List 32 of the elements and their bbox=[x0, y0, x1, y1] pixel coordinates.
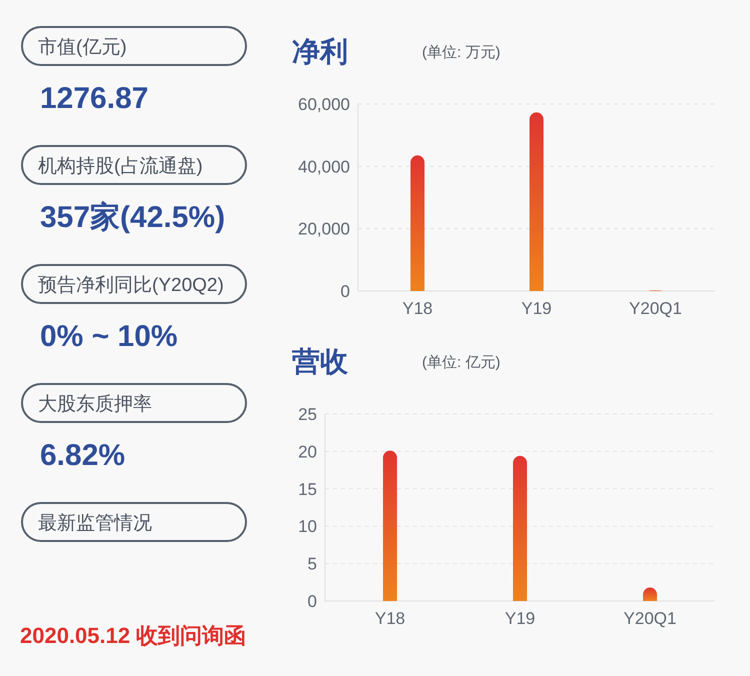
text: 0% ~ 10% bbox=[40, 320, 178, 353]
x-tick-label: Y19 bbox=[504, 609, 536, 628]
text: 1276.87 bbox=[40, 82, 148, 115]
text: 6.82% bbox=[40, 439, 126, 472]
y-tick-label: 60,000 bbox=[298, 95, 350, 114]
y-tick-label: 15 bbox=[298, 480, 317, 499]
y-tick-label: 0 bbox=[308, 592, 317, 611]
text: 机构持股(占流通盘) bbox=[38, 155, 203, 177]
y-tick-label: 20,000 bbox=[298, 220, 350, 239]
text: 最新监管情况 bbox=[38, 512, 152, 534]
y-tick-label: 0 bbox=[340, 282, 350, 301]
y-tick-label: 20 bbox=[298, 442, 317, 462]
y-tick-label: 25 bbox=[298, 405, 317, 424]
x-tick-label: Y20Q1 bbox=[629, 299, 682, 318]
y-tick-label: 10 bbox=[298, 517, 317, 536]
y-tick-label: 40,000 bbox=[298, 157, 350, 176]
bar bbox=[383, 450, 397, 601]
chart-subtitle: (单位: 万元) bbox=[422, 44, 500, 61]
text: 357家(42.5%) bbox=[40, 200, 226, 234]
x-tick-label: Y19 bbox=[521, 299, 552, 318]
text: 预告净利同比(Y20Q2) bbox=[38, 275, 224, 296]
chart-title: 营收 bbox=[291, 346, 349, 377]
x-tick-label: Y18 bbox=[402, 299, 433, 318]
text: 大股东质押率 bbox=[38, 393, 152, 415]
chart-subtitle: (单位: 亿元) bbox=[422, 354, 500, 371]
text: 市值(亿元) bbox=[38, 36, 127, 58]
x-tick-label: Y20Q1 bbox=[624, 609, 676, 628]
bar bbox=[513, 456, 527, 601]
y-tick-label: 5 bbox=[308, 554, 317, 574]
text: 2020.05.12 收到问询函 bbox=[20, 623, 246, 648]
x-tick-label: Y18 bbox=[374, 609, 406, 628]
chart-title: 净利 bbox=[292, 36, 348, 67]
